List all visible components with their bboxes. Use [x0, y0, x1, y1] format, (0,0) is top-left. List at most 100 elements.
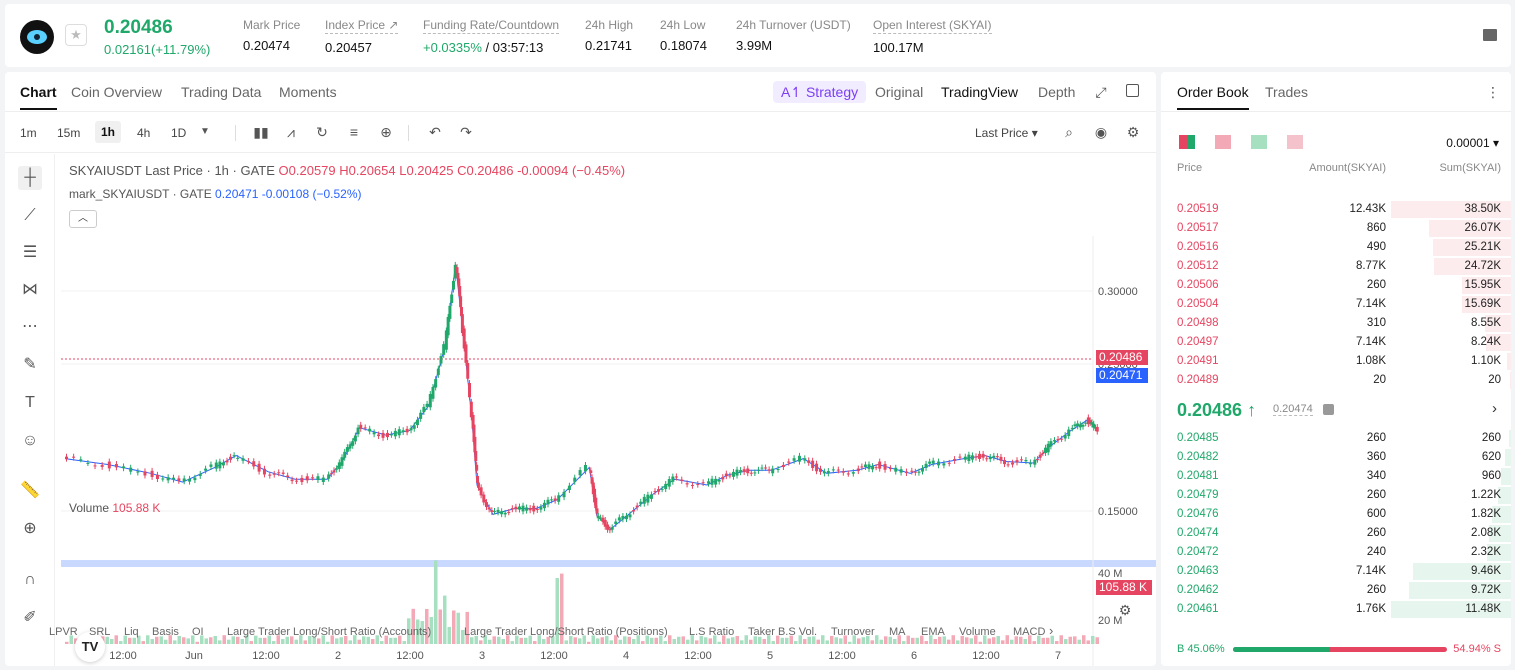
ask-row[interactable]: 0.20516 490 25.21K	[1161, 238, 1511, 257]
ruler-icon[interactable]: 📏	[20, 482, 40, 499]
bid-row[interactable]: 0.20474 260 2.08K	[1161, 524, 1511, 543]
strategy-button[interactable]: A↿ Strategy	[773, 81, 867, 103]
volume-bar	[393, 637, 397, 644]
tab-trading-data[interactable]: Trading Data	[181, 84, 262, 100]
bid-row[interactable]: 0.20481 340 960	[1161, 467, 1511, 486]
indicators-icon[interactable]: ⩘	[287, 124, 295, 140]
precision-select[interactable]: 0.00001 ▾	[1446, 136, 1499, 150]
interval-15m[interactable]: 15m	[57, 126, 81, 140]
asks-view-icon[interactable]	[1215, 135, 1231, 149]
ask-row[interactable]: 0.20519 12.43K 38.50K	[1161, 200, 1511, 219]
indicator-3[interactable]: Basis	[152, 626, 179, 638]
indicator-13[interactable]: MACD	[1013, 626, 1046, 638]
bid-row[interactable]: 0.20476 600 1.82K	[1161, 505, 1511, 524]
interval-more-icon[interactable]: ▼	[200, 126, 210, 137]
indicator-1[interactable]: SRL	[89, 626, 111, 638]
price-source-select[interactable]: Last Price ▾	[975, 126, 1038, 140]
brush-icon[interactable]: ✎	[23, 356, 37, 373]
template-icon[interactable]: ≡	[349, 124, 359, 140]
indicator-7[interactable]: L.S Ratio	[689, 626, 735, 638]
tab-order-book[interactable]: Order Book	[1177, 84, 1249, 110]
tab-moments[interactable]: Moments	[279, 84, 337, 100]
pattern-icon[interactable]: ⋈	[22, 281, 38, 298]
bid-row[interactable]: 0.20485 260 260	[1161, 429, 1511, 448]
ask-row[interactable]: 0.20498 310 8.55K	[1161, 314, 1511, 333]
chevron-right-icon[interactable]: ›	[1049, 623, 1054, 638]
tab-chart[interactable]: Chart	[20, 84, 57, 110]
volume-bar	[132, 637, 136, 644]
ask-row[interactable]: 0.20497 7.14K 8.24K	[1161, 333, 1511, 352]
tab-trades[interactable]: Trades	[1265, 84, 1309, 100]
volume-bar	[515, 635, 519, 644]
pink-view-icon[interactable]	[1287, 135, 1303, 149]
indicator-11[interactable]: EMA	[921, 626, 945, 638]
redo-icon[interactable]: ↷	[460, 124, 472, 140]
ask-row[interactable]: 0.20517 860 26.07K	[1161, 219, 1511, 238]
fib-icon[interactable]: ⋯	[22, 318, 38, 335]
horizontal-lines-icon[interactable]: ☰	[22, 244, 38, 261]
indicator-10[interactable]: MA	[889, 626, 906, 638]
ask-row[interactable]: 0.20489 20 20	[1161, 371, 1511, 390]
candlestick-chart[interactable]: 0.30000 0.25000 0.15000 40 M 20 M 12:00 Jun 12:…	[5, 154, 1156, 666]
ask-row[interactable]: 0.20506 260 15.95K	[1161, 276, 1511, 295]
indicator-9[interactable]: Turnover	[831, 626, 875, 638]
indicator-2[interactable]: Liq	[124, 626, 139, 638]
stat-1: Index Price ↗ 0.20457	[325, 18, 399, 55]
bid-row[interactable]: 0.20463 7.14K 9.46K	[1161, 562, 1511, 581]
interval-1D[interactable]: 1D	[171, 126, 187, 140]
tab-depth[interactable]: Depth	[1038, 84, 1076, 100]
ask-row[interactable]: 0.20512 8.77K 24.72K	[1161, 257, 1511, 276]
magnet-icon[interactable]: ∩	[24, 571, 36, 588]
volume-bar	[447, 626, 451, 644]
bid-row[interactable]: 0.20472 240 2.32K	[1161, 543, 1511, 562]
book-icon[interactable]	[1483, 29, 1497, 41]
volume-bar	[713, 635, 717, 644]
indicator-5[interactable]: Large Trader Long/Short Ratio (Accounts)	[227, 626, 432, 638]
candle	[381, 432, 385, 438]
search-icon[interactable]: ⌕	[1065, 124, 1073, 140]
collapse-legend-button[interactable]: ︿	[69, 210, 97, 228]
indicator-6[interactable]: Large Trader Long/Short Ratio (Positions…	[464, 626, 668, 638]
candle	[1067, 429, 1071, 437]
bid-row[interactable]: 0.20461 1.76K 11.48K	[1161, 600, 1511, 619]
indicator-4[interactable]: OI	[192, 626, 204, 638]
candle	[815, 463, 819, 472]
add-alert-icon[interactable]: ⊕	[380, 124, 392, 140]
gear-icon[interactable]: ⚙	[1126, 124, 1140, 140]
candle	[372, 432, 376, 435]
settings-icon[interactable]: ⚙	[1118, 602, 1132, 618]
crosshair-icon[interactable]: ┼	[18, 166, 42, 190]
tab-tradingview[interactable]: TradingView	[941, 84, 1019, 100]
window-icon[interactable]	[1126, 84, 1139, 97]
indicator-8[interactable]: Taker B.S Vol.	[748, 626, 818, 638]
bid-row[interactable]: 0.20462 260 9.72K	[1161, 581, 1511, 600]
indicator-0[interactable]: LPVR	[49, 626, 78, 638]
chevron-right-icon[interactable]: ›	[1492, 400, 1497, 417]
candlestick-icon[interactable]: ▮▮	[253, 124, 269, 140]
bid-row[interactable]: 0.20482 360 620	[1161, 448, 1511, 467]
more-icon[interactable]: ⋮	[1486, 84, 1500, 100]
undo-icon[interactable]: ↶	[429, 124, 441, 140]
ask-row[interactable]: 0.20491 1.08K 1.10K	[1161, 352, 1511, 371]
camera-icon[interactable]: ◉	[1094, 124, 1108, 140]
bid-row[interactable]: 0.20479 260 1.22K	[1161, 486, 1511, 505]
tab-original[interactable]: Original	[875, 84, 924, 100]
emoji-icon[interactable]: ☺	[21, 432, 39, 449]
candle	[714, 478, 718, 485]
interval-1m[interactable]: 1m	[20, 126, 37, 140]
indicator-12[interactable]: Volume	[959, 626, 996, 638]
tab-coin-overview[interactable]: Coin Overview	[71, 84, 163, 100]
bids-view-icon[interactable]	[1251, 135, 1267, 149]
refresh-icon[interactable]: ↻	[316, 124, 328, 140]
interval-1h[interactable]: 1h	[95, 121, 122, 143]
both-view-icon[interactable]	[1179, 135, 1195, 149]
favorite-star-icon[interactable]: ★	[65, 24, 87, 46]
text-icon[interactable]: T	[25, 394, 35, 411]
trendline-icon[interactable]: ⟋	[24, 207, 36, 224]
candle	[436, 368, 440, 375]
expand-icon[interactable]: ⤢	[1095, 84, 1107, 100]
interval-4h[interactable]: 4h	[137, 126, 151, 140]
ask-row[interactable]: 0.20504 7.14K 15.69K	[1161, 295, 1511, 314]
pencil-icon[interactable]: ✐	[23, 609, 37, 626]
zoom-in-icon[interactable]: ⊕	[23, 520, 37, 537]
